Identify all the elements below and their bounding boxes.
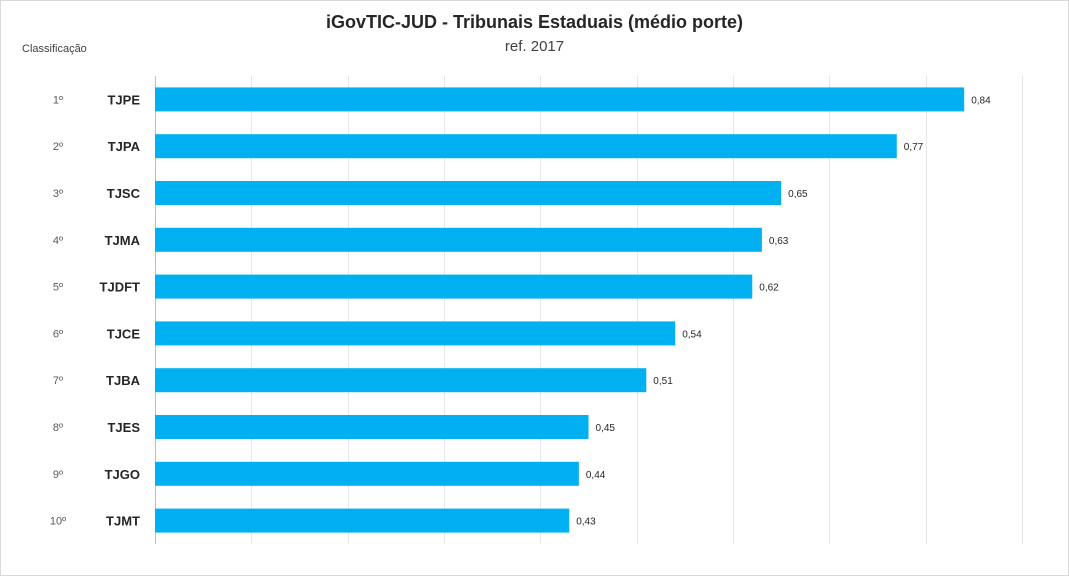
chart-subtitle: ref. 2017 — [504, 38, 565, 55]
data-label: 0,44 — [586, 470, 606, 481]
bar-tjba — [155, 368, 647, 393]
rank-label: 3º — [53, 188, 63, 200]
bar-tjes — [155, 415, 589, 439]
category-label: TJGO — [105, 467, 140, 482]
data-label: 0,65 — [788, 189, 808, 200]
bar-tjdft — [155, 274, 753, 299]
category-label: TJMA — [105, 233, 141, 248]
rank-label: 8º — [53, 422, 63, 434]
category-label: TJPA — [108, 139, 141, 154]
category-label: TJCE — [107, 326, 141, 341]
rank-label: 2º — [53, 141, 63, 153]
category-label: TJES — [107, 420, 140, 435]
category-label: TJPE — [107, 92, 140, 107]
rank-label: 6º — [53, 328, 63, 340]
bar-tjpa — [155, 134, 897, 159]
rank-label: 9º — [53, 469, 63, 481]
data-label: 0,77 — [904, 142, 924, 153]
data-label: 0,84 — [971, 95, 991, 106]
category-label: TJSC — [107, 186, 141, 201]
bar-tjgo — [155, 461, 579, 486]
data-label: 0,63 — [769, 236, 789, 247]
rank-column-header: Classificação — [22, 43, 87, 55]
data-label: 0,51 — [653, 376, 673, 387]
bars — [155, 87, 965, 533]
data-label: 0,45 — [596, 423, 616, 434]
rank-label: 1º — [53, 94, 63, 106]
rank-label: 10º — [50, 516, 66, 528]
category-label: TJBA — [106, 373, 141, 388]
data-label: 0,54 — [682, 329, 702, 340]
bar-tjsc — [155, 181, 782, 205]
bar-tjpe — [155, 87, 965, 112]
labels: 1º TJPE 0,84 2º TJPA 0,77 3º TJSC 0,65 4º TJMA 0,63… — [50, 92, 991, 528]
bar-tjce — [155, 321, 676, 346]
data-label: 0,62 — [759, 283, 779, 294]
data-label: 0,43 — [576, 517, 596, 528]
rank-label: 4º — [53, 235, 63, 247]
category-label: TJMT — [106, 514, 140, 529]
category-label: TJDFT — [100, 280, 141, 295]
bar-tjma — [155, 227, 762, 252]
chart-title: iGovTIC-JUD - Tribunais Estaduais (médio… — [325, 12, 744, 32]
rank-label: 5º — [53, 282, 63, 294]
bar-tjmt — [155, 508, 570, 533]
rank-label: 7º — [53, 375, 63, 387]
